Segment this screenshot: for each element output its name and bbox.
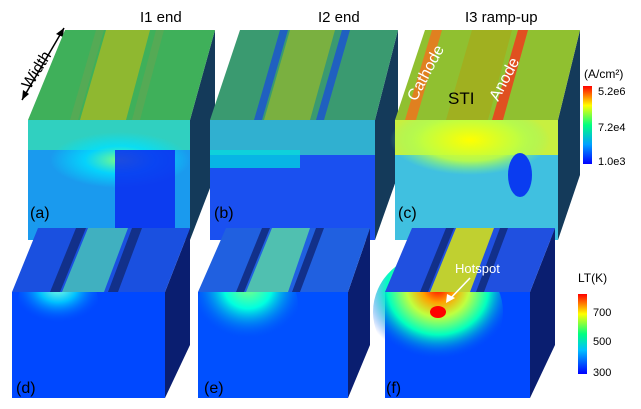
hotspot-marker <box>430 306 446 318</box>
panel-a-label: (a) <box>30 205 50 222</box>
hotspot-label: Hotspot <box>455 261 500 276</box>
panel-d-side <box>165 228 190 398</box>
panel-e-side <box>348 228 370 398</box>
panel-a-side <box>190 30 215 240</box>
temperature-tick-2: 500 <box>593 336 611 348</box>
temperature-scale-title: LT(K) <box>578 271 607 285</box>
panel-b-label: (b) <box>214 205 234 222</box>
temperature-tick-3: 300 <box>593 367 611 379</box>
sti-label: STI <box>448 89 474 108</box>
panel-f <box>373 228 555 398</box>
panel-c-label: (c) <box>398 205 417 222</box>
column-heading-2: I2 end <box>318 9 360 26</box>
panel-f-side <box>530 228 555 398</box>
column-heading-3: I3 ramp-up <box>465 9 538 26</box>
temperature-colorbar <box>578 294 587 374</box>
current-tick-1: 5.2e6 <box>598 86 626 98</box>
current-scale-title: (A/cm²) <box>584 67 623 81</box>
column-heading-1: I1 end <box>140 9 182 26</box>
panel-d-label: (d) <box>16 380 36 397</box>
width-arrow <box>21 27 65 101</box>
current-tick-3: 1.0e3 <box>598 156 626 168</box>
current-tick-2: 7.2e4 <box>598 122 626 134</box>
panel-c-side <box>558 30 580 240</box>
panel-b <box>210 30 398 240</box>
panel-a <box>28 30 215 240</box>
temperature-tick-1: 700 <box>593 307 611 319</box>
panel-d <box>12 228 190 398</box>
panel-c <box>390 30 580 240</box>
panel-b-side <box>375 30 398 240</box>
panel-e-label: (e) <box>204 380 224 397</box>
current-colorbar <box>583 86 592 164</box>
panel-e <box>198 228 370 398</box>
hotspot-arrow <box>446 277 471 303</box>
panel-f-label: (f) <box>386 380 401 397</box>
